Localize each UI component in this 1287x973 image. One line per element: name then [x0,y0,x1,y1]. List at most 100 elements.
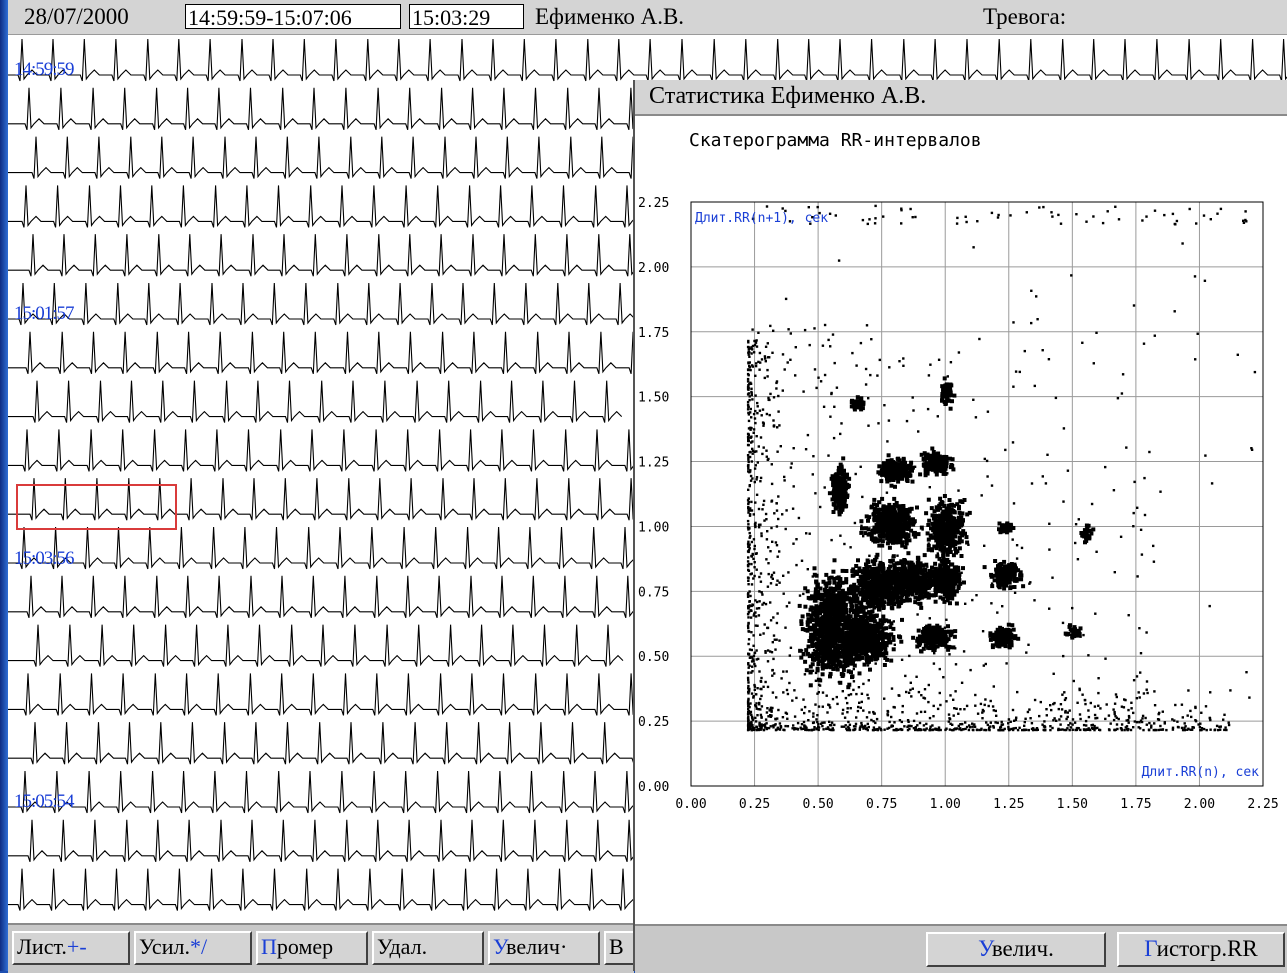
data-point [819,647,823,651]
data-point [828,634,830,636]
data-point [813,566,817,570]
data-point [1051,577,1053,579]
data-point [887,633,891,637]
data-point [1062,500,1064,502]
data-point [1074,633,1078,637]
data-point [920,650,924,654]
data-point [855,605,859,609]
data-point [927,538,931,542]
y-tick-label: 0.75 [638,585,669,600]
data-point [896,517,900,521]
ecg-trace [8,527,640,569]
delete-button[interactable]: Удал. [372,931,484,965]
data-point [864,526,868,530]
data-point [832,581,836,585]
data-point [795,564,797,566]
data-point [1117,397,1119,399]
data-point [1104,466,1106,468]
data-point [750,631,752,633]
data-point [863,663,867,667]
gain-button[interactable]: Усил.*/ [134,931,252,965]
data-point [884,636,888,640]
data-point [847,656,851,660]
data-point [998,573,1002,577]
data-point [838,512,842,516]
data-point [1143,477,1145,479]
data-point [957,516,961,520]
sheet-button[interactable]: Лист.+- [12,931,130,965]
data-point [859,531,863,535]
data-point [883,467,887,471]
data-point [935,473,939,477]
data-point [808,620,812,624]
data-point [949,407,953,411]
data-point [952,540,956,544]
data-point [975,416,977,418]
data-point [897,634,901,638]
data-point [941,388,945,392]
data-point [1146,680,1148,682]
data-point [1091,503,1093,505]
selection-box[interactable] [16,484,177,530]
ecg-trace [8,673,646,715]
data-point [949,575,953,579]
data-point [778,550,780,552]
data-point [1009,633,1013,637]
data-point [892,638,896,642]
measure-button[interactable]: Промер [256,931,368,965]
data-point [929,486,931,488]
data-point [811,633,815,637]
data-point [933,646,937,650]
data-point [1006,640,1010,644]
data-point [919,606,923,610]
data-point [833,600,837,604]
data-point [831,474,835,478]
data-point [756,476,758,478]
data-point [828,580,832,584]
data-point [907,533,911,537]
data-point [840,422,842,424]
data-point [888,459,892,463]
data-point [1010,643,1014,647]
data-point [783,476,785,478]
data-point [958,511,962,515]
data-point [949,465,953,469]
zoom-button[interactable]: Увелич· [488,931,600,965]
data-point [786,670,788,672]
data-point [812,670,814,672]
y-tick-label: 0.50 [638,650,669,665]
ecg-timestamp: 14:59:59 [14,59,74,81]
data-point [858,671,862,675]
data-point [913,531,917,535]
data-point [838,599,842,603]
data-point [927,637,931,641]
current-time-field[interactable]: 15:03:29 [409,4,524,29]
data-point [952,553,956,557]
data-point [1064,632,1068,636]
data-point [940,544,944,548]
data-point [771,483,773,485]
data-point [850,605,854,609]
data-point [816,667,820,671]
data-point [1010,721,1012,723]
data-point [838,577,842,581]
data-point [933,562,937,566]
data-point [817,639,821,643]
data-point [924,473,928,477]
alarm-label: Тревога: [983,4,1066,30]
time-range-field[interactable]: 14:59:59-15:07:06 [185,4,401,29]
data-point [1031,722,1033,724]
data-point [772,616,774,618]
more-button[interactable]: В [604,931,634,965]
data-point [882,653,886,657]
data-point [942,557,944,559]
statistics-title-bar[interactable]: Статистика Ефименко А.В. [635,80,1287,116]
data-point [849,611,851,613]
data-point [807,645,811,649]
data-point [920,571,924,575]
data-point [915,506,919,510]
data-point [804,628,808,632]
data-point [768,573,770,575]
data-point [899,600,903,604]
